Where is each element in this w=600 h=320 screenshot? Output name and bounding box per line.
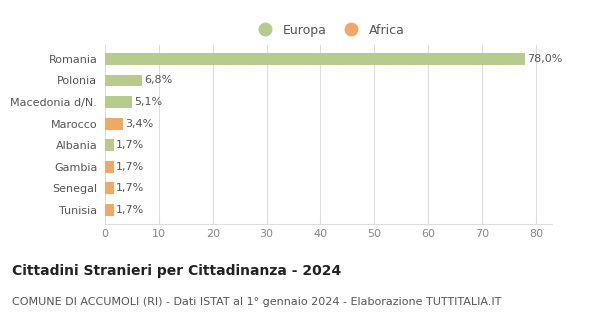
Text: 78,0%: 78,0% — [527, 54, 563, 64]
Text: 1,7%: 1,7% — [116, 162, 145, 172]
Bar — [105, 204, 114, 216]
Text: 3,4%: 3,4% — [125, 119, 154, 129]
Bar — [105, 118, 124, 130]
Text: 1,7%: 1,7% — [116, 183, 145, 193]
Text: 1,7%: 1,7% — [116, 140, 145, 150]
Legend: Europa, Africa: Europa, Africa — [247, 19, 410, 42]
Bar — [105, 161, 114, 173]
Bar — [105, 182, 114, 194]
Bar — [105, 139, 114, 151]
Bar — [105, 75, 142, 86]
Text: 5,1%: 5,1% — [134, 97, 163, 107]
Text: Cittadini Stranieri per Cittadinanza - 2024: Cittadini Stranieri per Cittadinanza - 2… — [12, 264, 341, 278]
Text: COMUNE DI ACCUMOLI (RI) - Dati ISTAT al 1° gennaio 2024 - Elaborazione TUTTITALI: COMUNE DI ACCUMOLI (RI) - Dati ISTAT al … — [12, 297, 502, 307]
Bar — [105, 53, 525, 65]
Bar — [105, 96, 133, 108]
Text: 1,7%: 1,7% — [116, 205, 145, 215]
Text: 6,8%: 6,8% — [144, 76, 172, 85]
